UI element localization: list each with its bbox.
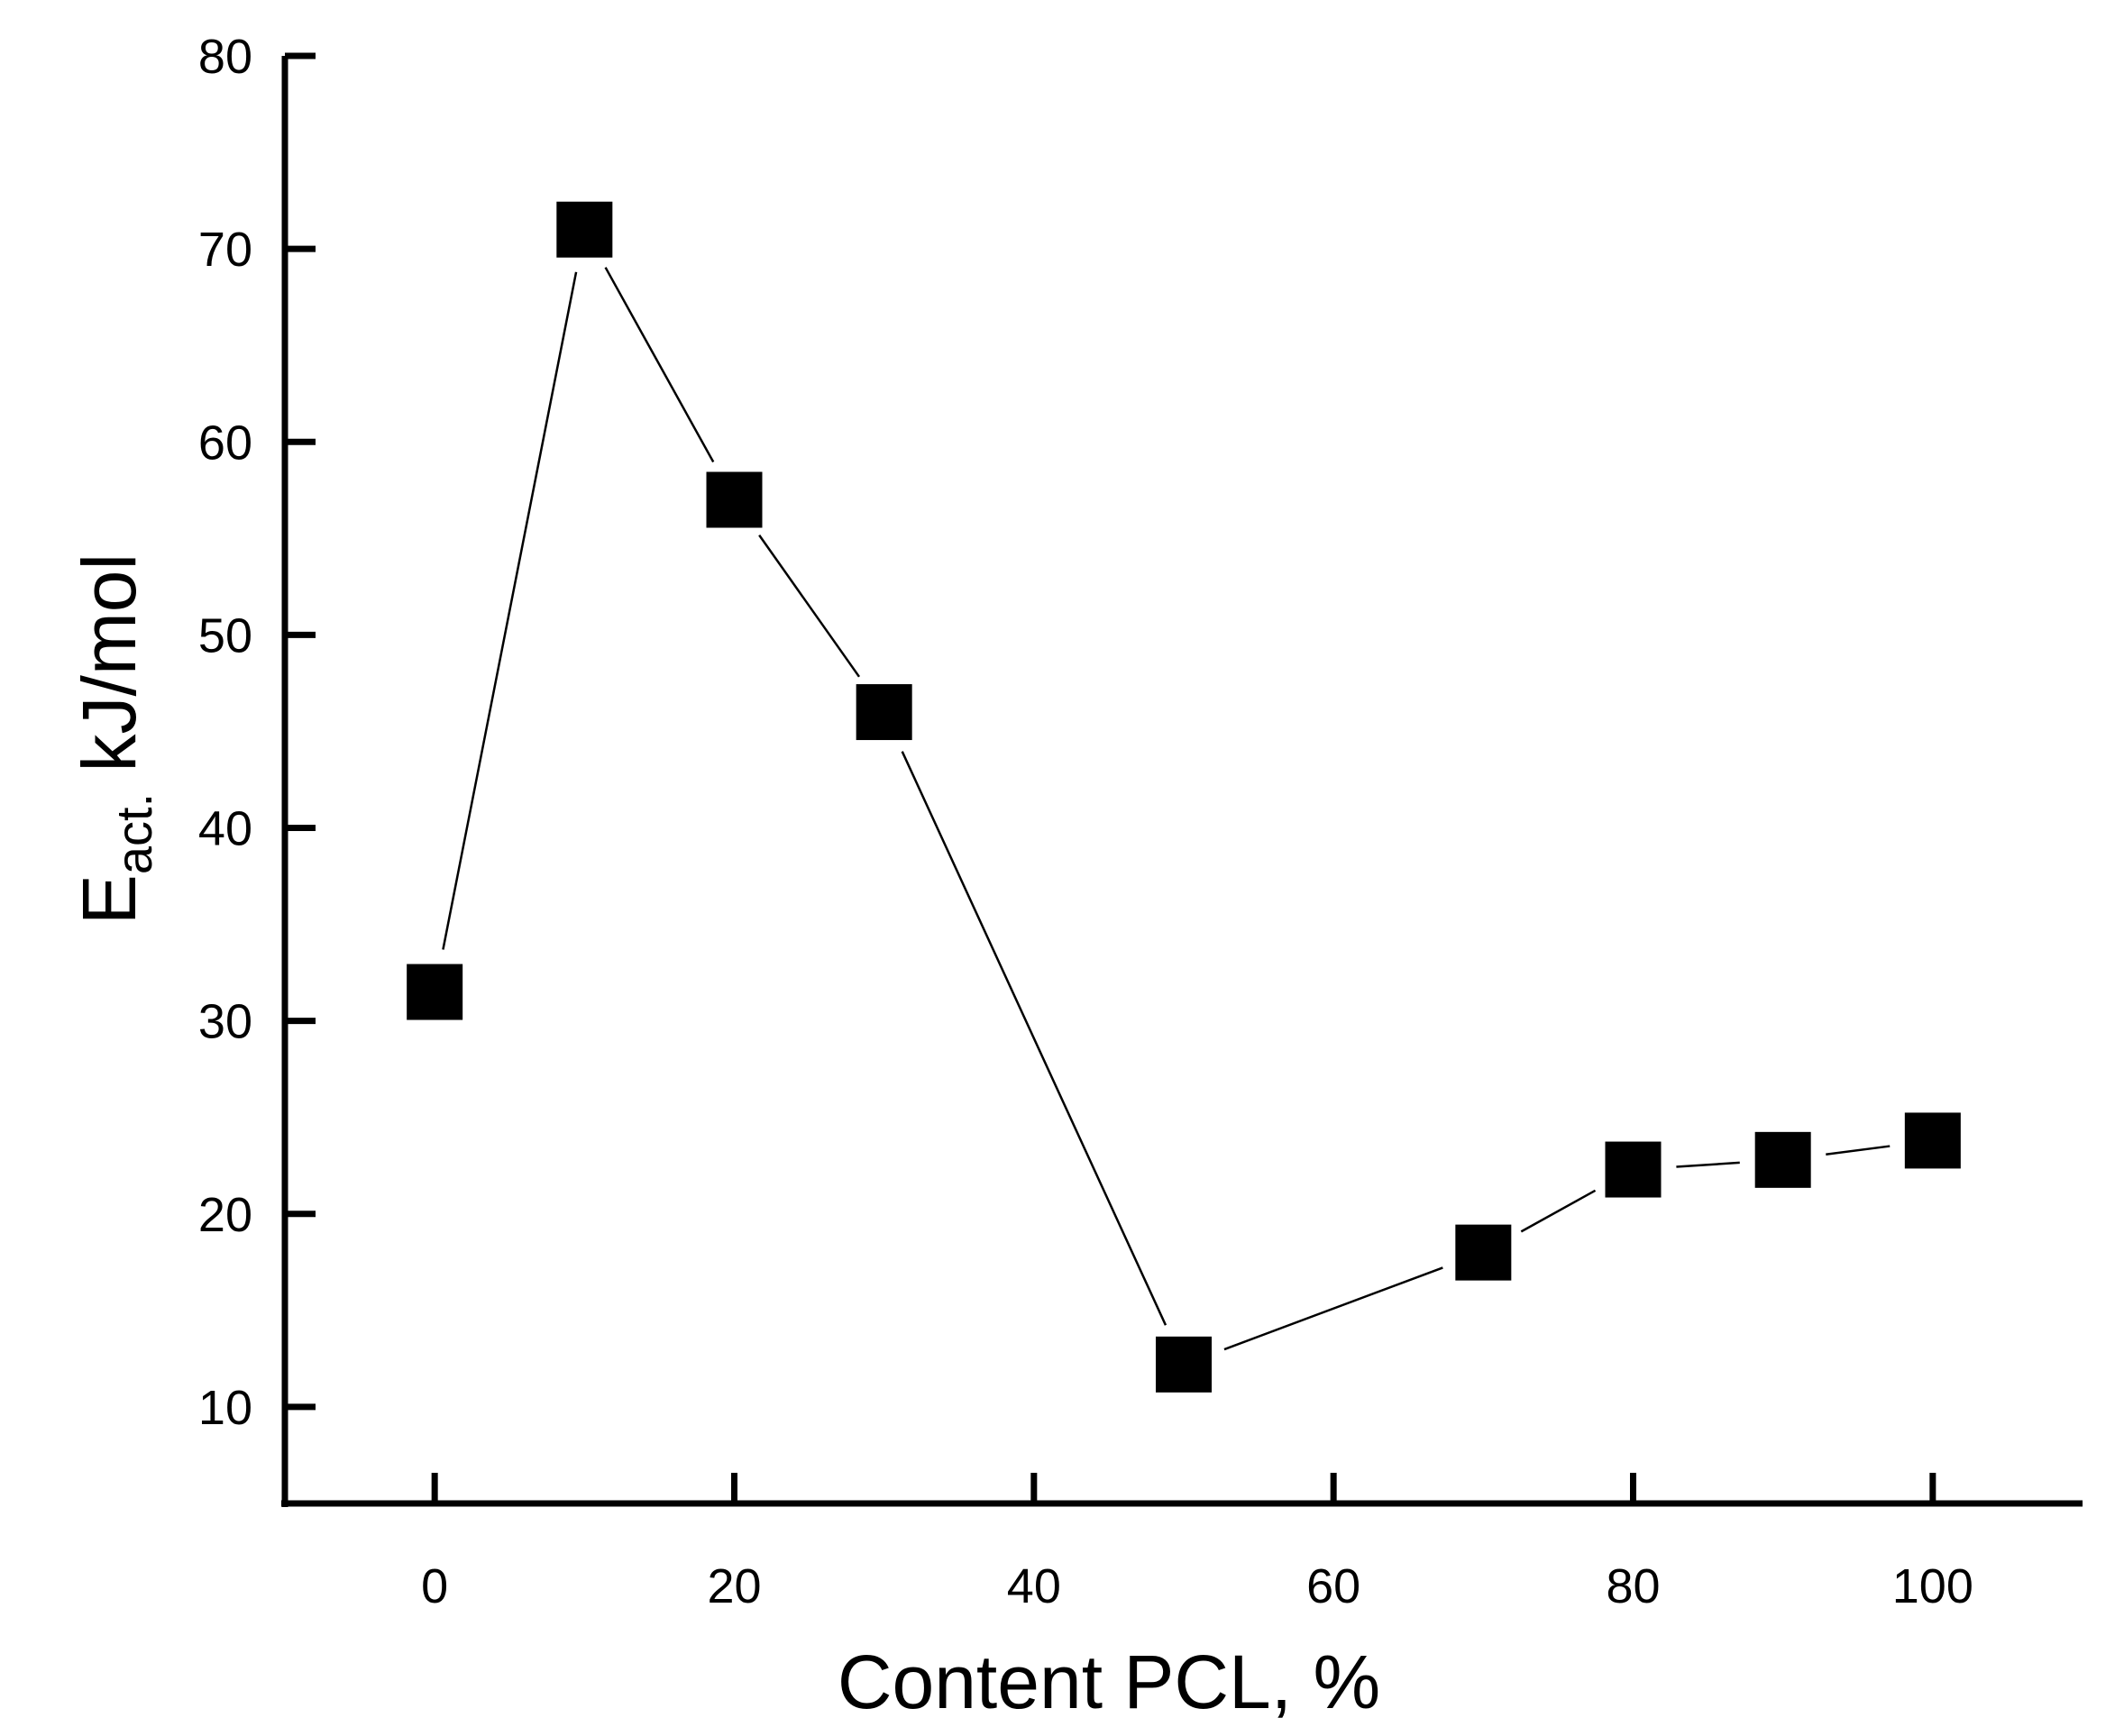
x-tick-label: 80	[1606, 1559, 1660, 1613]
series-segment	[442, 271, 578, 950]
x-tick-label: 60	[1306, 1559, 1360, 1613]
series-points	[407, 201, 1961, 1393]
y-tick-label: 20	[198, 1188, 252, 1242]
y-axis-title-main: E	[67, 874, 151, 925]
series-lines	[442, 267, 1891, 1351]
y-tick-label: 50	[198, 608, 252, 662]
x-tick-label: 20	[707, 1559, 761, 1613]
series-segment	[604, 267, 715, 463]
y-axis-title-unit: kJ/mol	[67, 553, 151, 793]
series-segment	[1223, 1266, 1443, 1351]
data-point	[706, 471, 763, 528]
y-tick-label: 80	[198, 30, 252, 84]
x-ticks: 0 20 40 60 80 100	[421, 1473, 1973, 1613]
x-tick-label: 100	[1892, 1559, 1973, 1613]
data-point	[1605, 1141, 1662, 1198]
y-tick-label: 10	[198, 1381, 252, 1435]
x-axis-title: Content PCL, %	[838, 1640, 1380, 1724]
y-tick-label: 60	[198, 416, 252, 470]
axes	[281, 56, 2083, 1507]
y-ticks: 10 20 30 40 50 60 70 80	[198, 30, 316, 1435]
data-point	[856, 684, 912, 741]
data-point	[556, 201, 613, 258]
data-point	[407, 964, 463, 1020]
y-tick-label: 30	[198, 995, 252, 1049]
series-segment	[758, 535, 861, 678]
y-axis-title: Eact. kJ/mol	[67, 553, 162, 925]
series-segment	[1676, 1161, 1740, 1168]
y-tick-label: 40	[198, 802, 252, 856]
x-tick-label: 0	[421, 1559, 448, 1613]
data-point	[1156, 1336, 1212, 1393]
y-tick-label: 70	[198, 223, 252, 277]
data-point	[1904, 1112, 1961, 1169]
y-axis-title-sub: act.	[105, 793, 162, 874]
x-tick-label: 40	[1007, 1559, 1061, 1613]
data-point	[1754, 1131, 1811, 1188]
data-point	[1455, 1224, 1512, 1281]
series-segment	[1826, 1145, 1891, 1156]
series-segment	[1520, 1189, 1597, 1233]
series-segment	[901, 751, 1167, 1326]
